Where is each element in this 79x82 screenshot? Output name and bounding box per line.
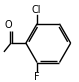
Text: Cl: Cl — [31, 5, 41, 15]
Text: F: F — [34, 72, 40, 82]
Text: O: O — [4, 20, 12, 30]
